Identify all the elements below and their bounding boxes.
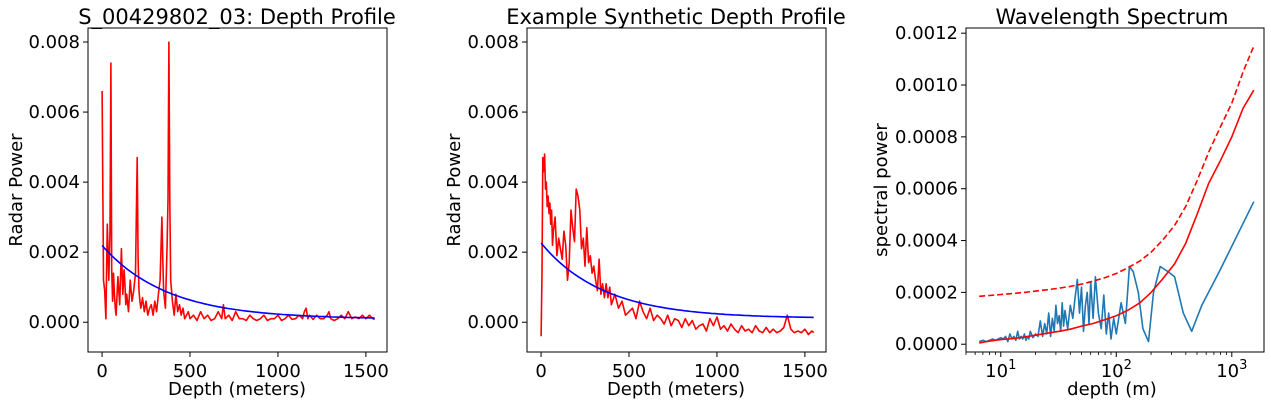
y-tick-label: 0.000 xyxy=(467,312,519,333)
series-line-0 xyxy=(978,201,1255,343)
y-tick-label: 0.0008 xyxy=(895,127,958,148)
x-tick-exponent: 1 xyxy=(1008,358,1016,373)
plot-frame xyxy=(965,27,1265,353)
x-tick-label: 1500 xyxy=(343,361,389,382)
y-axis-label: Radar Power xyxy=(6,133,27,247)
x-axis-label: Depth (meters) xyxy=(607,379,745,400)
y-tick-label: 0.006 xyxy=(28,102,80,123)
x-tick-label: 103 xyxy=(1216,358,1247,382)
x-tick-label: 500 xyxy=(612,361,646,382)
series-line-1 xyxy=(979,89,1255,344)
y-tick-label: 0.0000 xyxy=(895,334,958,355)
y-axis-label: Radar Power xyxy=(444,133,465,247)
y-axis-label: spectral power xyxy=(871,123,892,257)
chart-title: Example Synthetic Depth Profile xyxy=(506,5,846,29)
series-line-0 xyxy=(540,153,815,337)
x-axis-label: depth (m) xyxy=(1067,379,1157,400)
y-tick-label: 0.0004 xyxy=(895,231,958,252)
y-tick-label: 0.0002 xyxy=(895,282,958,303)
plot-frame xyxy=(526,27,827,353)
plot-frame xyxy=(87,27,388,353)
x-tick-label: 500 xyxy=(173,361,207,382)
x-tick-label: 1000 xyxy=(255,361,301,382)
x-tick-label: 101 xyxy=(985,358,1016,382)
y-tick-label: 0.008 xyxy=(467,32,519,53)
panel-wavelength-spectrum: Wavelength Spectrum spectral power depth… xyxy=(871,5,1265,400)
series-group xyxy=(101,41,375,322)
x-tick-label: 0 xyxy=(96,361,107,382)
y-tick-label: 0.0006 xyxy=(895,179,958,200)
y-tick-label: 0.004 xyxy=(28,172,80,193)
y-tick-label: 0.002 xyxy=(28,242,80,263)
x-axis-label: Depth (meters) xyxy=(168,379,306,400)
series-group xyxy=(540,153,815,337)
y-tick-label: 0.004 xyxy=(467,172,519,193)
series-line-1 xyxy=(540,242,814,319)
x-tick-label: 1000 xyxy=(694,361,740,382)
y-tick-label: 0.0012 xyxy=(895,23,958,44)
x-tick-label: 1500 xyxy=(782,361,828,382)
y-tick-label: 0.002 xyxy=(467,242,519,263)
x-tick-exponent: 2 xyxy=(1124,358,1132,373)
y-tick-label: 0.006 xyxy=(467,102,519,123)
series-group xyxy=(978,45,1255,344)
series-line-1 xyxy=(101,244,375,319)
series-line-2 xyxy=(979,45,1255,298)
y-tick-label: 0.0010 xyxy=(895,75,958,96)
x-tick-label: 0 xyxy=(535,361,546,382)
panel-synthetic-profile: Example Synthetic Depth Profile Radar Po… xyxy=(444,5,846,400)
y-tick-label: 0.008 xyxy=(28,32,80,53)
chart-title: Wavelength Spectrum xyxy=(995,5,1228,29)
chart-title: S_00429802_03: Depth Profile xyxy=(78,5,396,30)
panel-depth-profile: S_00429802_03: Depth Profile Radar Power… xyxy=(6,5,396,400)
x-tick-exponent: 3 xyxy=(1239,358,1247,373)
series-line-0 xyxy=(101,41,375,322)
y-tick-label: 0.000 xyxy=(28,312,80,333)
